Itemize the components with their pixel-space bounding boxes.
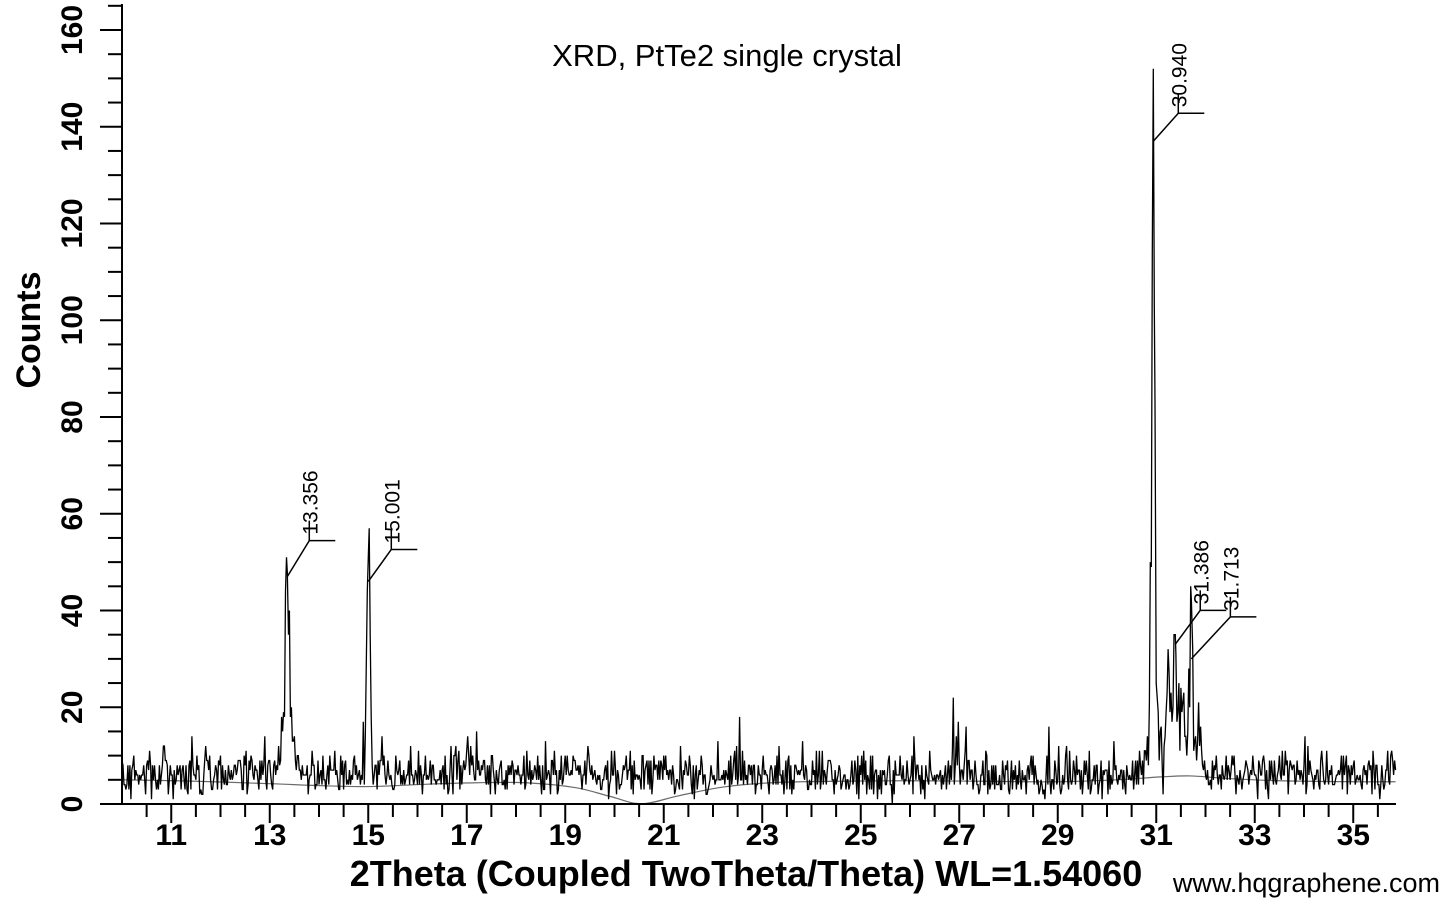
- peak-annotation: 30.940: [1152, 43, 1205, 142]
- peak-leader-diagonal: [1174, 609, 1201, 645]
- x-tick-label: 35: [1337, 819, 1370, 852]
- x-tick-label: 29: [1041, 819, 1074, 852]
- x-tick-label: 15: [352, 819, 385, 852]
- y-tick-label: 120: [56, 198, 89, 248]
- peak-label: 15.001: [381, 479, 404, 543]
- peak-annotation: 31.713: [1190, 547, 1257, 660]
- xrd-trace: [121, 68, 1397, 805]
- x-tick-label: 33: [1238, 819, 1271, 852]
- y-tick-label: 80: [56, 400, 89, 433]
- y-tick-label: 20: [56, 691, 89, 724]
- y-tick-label: 160: [56, 5, 89, 55]
- peak-label: 13.356: [299, 470, 322, 534]
- y-axis-title: Counts: [10, 271, 48, 388]
- peak-leader-diagonal: [1152, 112, 1179, 142]
- peak-leader-diagonal: [286, 540, 310, 578]
- x-tick-label: 13: [253, 819, 286, 852]
- x-tick-label: 11: [155, 819, 187, 852]
- peak-annotation: 15.001: [367, 479, 418, 582]
- x-tick-label: 25: [844, 819, 877, 852]
- trace-layer: [121, 68, 1397, 805]
- peak-leader-diagonal: [367, 549, 392, 582]
- background-curve-layer: [121, 775, 1396, 805]
- peak-annotations-layer: 13.356 15.001 30.940 31.386 31.713: [286, 43, 1257, 660]
- peak-leader-diagonal: [1190, 616, 1231, 660]
- x-tick-label: 17: [450, 819, 483, 852]
- background-curve: [121, 775, 1396, 805]
- peak-label: 31.386: [1190, 540, 1213, 604]
- peak-label: 30.940: [1168, 43, 1191, 107]
- x-tick-label: 27: [943, 819, 976, 852]
- y-tick-label: 0: [56, 796, 89, 813]
- peak-annotation: 31.386: [1174, 540, 1227, 645]
- chart-title: XRD, PtTe2 single crystal: [552, 38, 902, 73]
- y-tick-label: 140: [56, 102, 89, 152]
- x-tick-label: 23: [746, 819, 779, 852]
- peak-annotation: 13.356: [286, 470, 336, 578]
- y-tick-label: 60: [56, 497, 89, 530]
- watermark-url: www.hqgraphene.com: [1172, 868, 1440, 898]
- peak-label: 31.713: [1220, 547, 1243, 611]
- x-tick-label: 19: [549, 819, 582, 852]
- axes-layer: 11 13 15 17 19 21 23 25 27 29 31 33 35 0 20 40 60 80 100 12…: [56, 4, 1396, 852]
- y-tick-label: 40: [56, 594, 89, 627]
- x-axis-title: 2Theta (Coupled TwoTheta/Theta) WL=1.540…: [350, 853, 1142, 894]
- x-tick-label: 21: [647, 819, 680, 852]
- y-tick-label: 100: [56, 295, 89, 345]
- x-tick-label: 31: [1140, 819, 1173, 852]
